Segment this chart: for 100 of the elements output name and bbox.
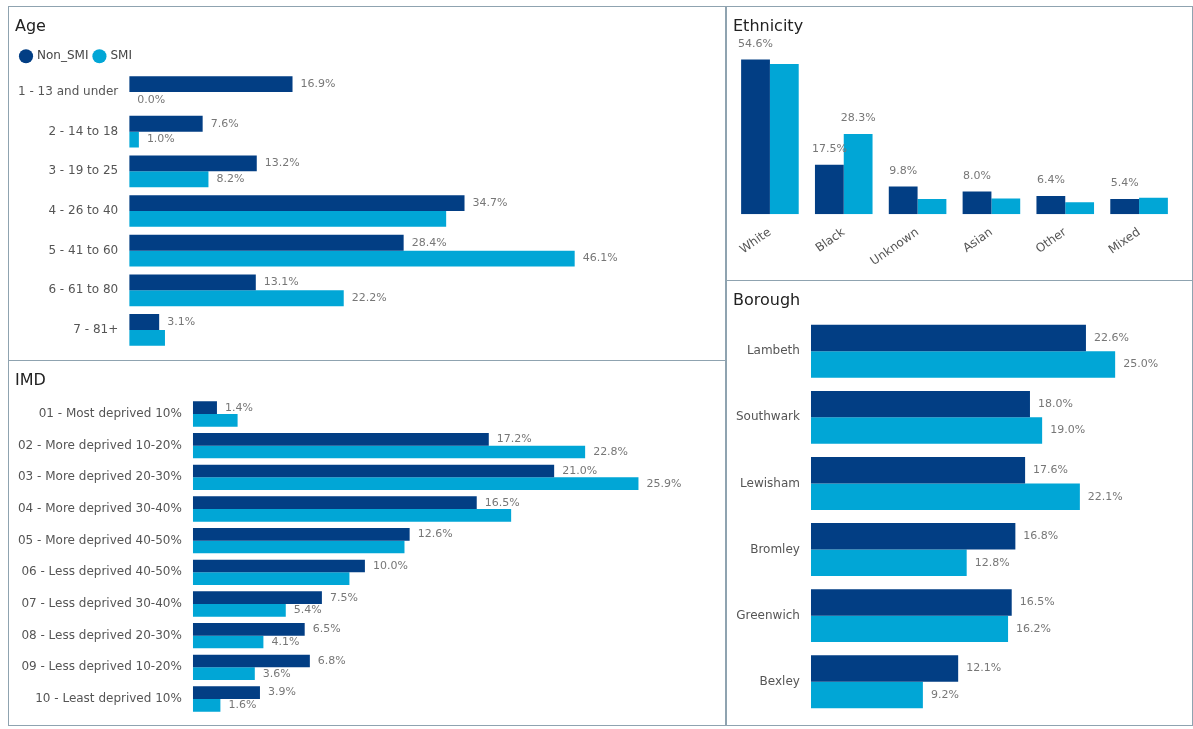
y-tick-label: 08 - Less deprived 20-30%: [21, 627, 182, 642]
data-label: 13.1%: [263, 275, 299, 289]
y-tick-label: 1 - 13 and under: [17, 84, 119, 99]
bar: [810, 483, 1080, 510]
bar: [810, 655, 959, 682]
data-label: 22.8%: [593, 444, 629, 458]
bar: [192, 635, 264, 649]
data-label: 12.1%: [966, 661, 1002, 675]
y-tick-label: Southwark: [735, 409, 800, 424]
y-tick-label: Lambeth: [746, 343, 800, 358]
y-tick-label: Lewisham: [740, 475, 800, 490]
bar: [129, 195, 465, 211]
data-label: 0.0%: [137, 92, 166, 106]
data-label: 7.5%: [329, 590, 358, 604]
bar: [192, 686, 260, 699]
bar: [1139, 197, 1168, 215]
y-tick-label: Greenwich: [736, 607, 800, 622]
data-label: 12.6%: [417, 527, 453, 541]
data-label: 28.3%: [840, 111, 876, 125]
bar: [129, 115, 203, 132]
bar: [192, 464, 555, 478]
data-label: 17.2%: [496, 432, 532, 446]
chart-title: Borough: [733, 289, 801, 309]
data-label: 16.2%: [1016, 621, 1052, 635]
bar: [888, 186, 918, 215]
bar: [192, 591, 322, 604]
bar: [129, 274, 256, 291]
data-label: 3.9%: [267, 685, 296, 699]
data-label: 46.1%: [582, 251, 618, 265]
bar: [129, 131, 139, 148]
y-tick-label: 7 - 81+: [73, 322, 119, 337]
bar: [917, 198, 947, 215]
y-tick-label: 06 - Less deprived 40-50%: [21, 564, 182, 579]
y-tick-label: 02 - More deprived 10-20%: [17, 437, 182, 452]
bar: [810, 351, 1116, 378]
chart-title: Ethnicity: [733, 15, 804, 35]
data-label: 6.8%: [317, 653, 346, 667]
y-tick-label: 10 - Least deprived 10%: [35, 691, 182, 706]
bar: [769, 64, 799, 215]
bar: [741, 59, 770, 215]
bar: [192, 667, 255, 680]
y-tick-label: 04 - More deprived 30-40%: [17, 501, 182, 516]
data-label: 6.5%: [312, 622, 341, 636]
bar: [810, 417, 1043, 444]
data-label: 16.8%: [1023, 529, 1059, 543]
y-tick-label: 05 - More deprived 40-50%: [17, 532, 182, 547]
bar: [810, 324, 1086, 352]
bar: [810, 549, 967, 576]
bar: [192, 401, 217, 415]
bar: [1065, 202, 1095, 215]
y-tick-label: 5 - 41 to 60: [48, 242, 119, 257]
y-tick-label: 03 - More deprived 20-30%: [17, 469, 182, 484]
data-label: 7.6%: [210, 116, 239, 130]
bar: [810, 681, 923, 709]
y-tick-label: 2 - 14 to 18: [48, 123, 119, 138]
data-label: 1.6%: [228, 698, 257, 712]
data-label: 16.5%: [484, 495, 520, 509]
data-label: 16.9%: [300, 76, 336, 90]
bar: [129, 250, 575, 267]
y-tick-label: Bromley: [750, 541, 800, 556]
bar: [192, 433, 489, 446]
bar: [810, 615, 1009, 643]
data-label: 18.0%: [1037, 396, 1073, 410]
bar: [129, 211, 447, 227]
data-label: 9.8%: [889, 163, 918, 177]
data-label: 4.1%: [271, 634, 300, 648]
data-label: 8.2%: [216, 172, 245, 186]
data-label: 54.6%: [738, 36, 773, 50]
data-label: 17.6%: [1033, 463, 1069, 477]
bar: [129, 171, 209, 188]
legend-label: SMI: [110, 48, 132, 63]
data-label: 3.6%: [262, 666, 291, 680]
bar: [192, 654, 310, 668]
data-label: 8.0%: [963, 168, 991, 182]
y-tick-label: 09 - Less deprived 10-20%: [21, 659, 182, 674]
data-label: 10.0%: [372, 558, 408, 572]
bar: [192, 622, 305, 636]
y-tick-label: 3 - 19 to 25: [48, 163, 119, 178]
bar: [192, 477, 639, 491]
chart-title: Age: [15, 15, 46, 35]
legend-label: Non_SMI: [37, 48, 89, 63]
data-label: 13.2%: [264, 156, 300, 170]
bar: [962, 191, 992, 215]
bar: [192, 414, 238, 427]
bar: [192, 698, 221, 712]
data-label: 21.0%: [562, 463, 598, 477]
bar: [1036, 196, 1066, 215]
bar: [192, 603, 286, 617]
bar: [192, 572, 350, 585]
data-label: 22.2%: [351, 291, 387, 305]
data-label: 16.5%: [1019, 595, 1055, 609]
bar: [814, 164, 844, 215]
bar: [129, 155, 257, 172]
y-tick-label: 07 - Less deprived 30-40%: [21, 596, 182, 611]
y-tick-label: 4 - 26 to 40: [48, 203, 119, 218]
text: IMD: [15, 369, 46, 389]
data-label: 12.8%: [974, 555, 1010, 569]
bar: [129, 76, 293, 93]
y-tick-label: 01 - Most deprived 10%: [38, 406, 182, 421]
bar: [192, 559, 365, 573]
